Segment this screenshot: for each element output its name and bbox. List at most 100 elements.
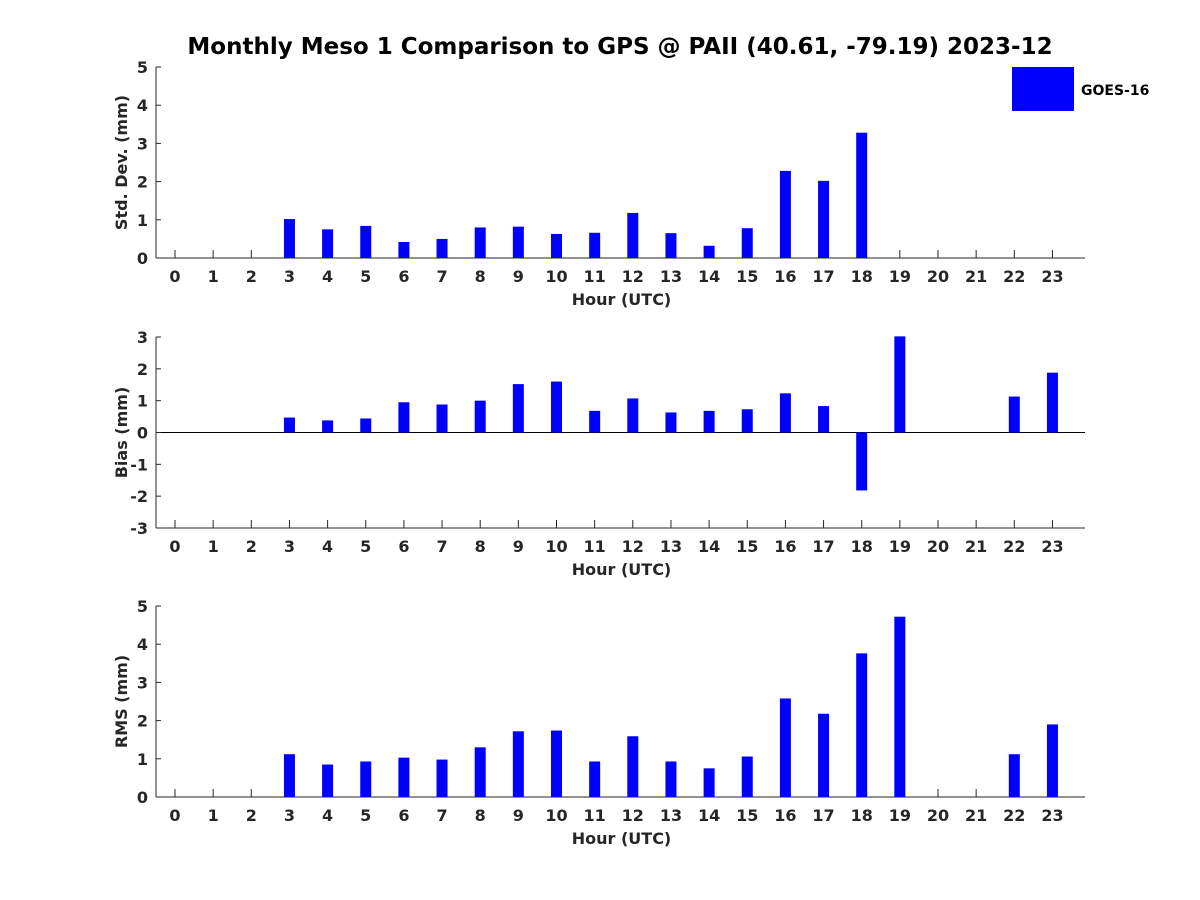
x-tick-label: 5 <box>360 806 371 825</box>
x-tick-label: 18 <box>851 267 873 286</box>
x-tick-label: 14 <box>698 537 720 556</box>
bar-hour-4 <box>322 229 334 258</box>
bar-hour-6 <box>398 402 410 433</box>
bar-hour-9 <box>512 226 524 258</box>
y-axis-label: Bias (mm) <box>112 387 131 479</box>
x-tick-label: 22 <box>1003 537 1025 556</box>
bar-hour-18 <box>856 132 868 258</box>
bar-hour-17 <box>818 713 830 797</box>
bar-hour-8 <box>474 400 486 433</box>
bar-hour-11 <box>589 410 601 433</box>
x-tick-label: 7 <box>436 806 447 825</box>
legend-label: GOES-16 <box>1081 83 1149 99</box>
bar-hour-10 <box>551 730 562 797</box>
x-tick-label: 1 <box>208 537 219 556</box>
bar-hour-16 <box>779 170 791 258</box>
x-tick-label: 11 <box>584 806 606 825</box>
x-tick-label: 9 <box>513 537 524 556</box>
x-tick-label: 3 <box>284 537 295 556</box>
x-tick-label: 16 <box>774 267 796 286</box>
bar-hour-10 <box>551 381 562 433</box>
bar-hour-15 <box>741 409 753 433</box>
bar-hour-18 <box>856 432 868 491</box>
x-tick-label: 11 <box>584 537 606 556</box>
legend: GOES-16 <box>1012 67 1149 111</box>
x-tick-label: 8 <box>475 267 486 286</box>
y-tick-label: -2 <box>130 487 148 506</box>
bar-hour-16 <box>779 393 791 433</box>
y-tick-label: 2 <box>137 360 148 379</box>
bar-hour-3 <box>283 219 295 258</box>
x-tick-label: 10 <box>545 806 567 825</box>
x-tick-label: 14 <box>698 267 720 286</box>
y-tick-label: -1 <box>130 455 148 474</box>
x-tick-label: 0 <box>169 267 180 286</box>
bar-hour-17 <box>818 406 830 433</box>
x-tick-label: 7 <box>436 267 447 286</box>
x-tick-label: 23 <box>1041 806 1063 825</box>
x-tick-label: 11 <box>584 267 606 286</box>
x-tick-label: 13 <box>660 806 682 825</box>
x-tick-label: 16 <box>774 537 796 556</box>
bar-hour-5 <box>360 418 372 433</box>
y-tick-label: 3 <box>137 328 148 347</box>
y-tick-label: 1 <box>137 750 148 769</box>
y-tick-label: 0 <box>137 788 148 807</box>
x-tick-label: 10 <box>545 537 567 556</box>
bar-hour-6 <box>398 241 410 258</box>
x-tick-label: 21 <box>965 537 987 556</box>
y-tick-label: 2 <box>137 173 148 192</box>
chart-title: Monthly Meso 1 Comparison to GPS @ PAII … <box>187 34 1052 60</box>
bar-hour-8 <box>474 747 486 797</box>
x-tick-label: 13 <box>660 267 682 286</box>
x-axis-label: Hour (UTC) <box>572 290 672 309</box>
bar-hour-18 <box>856 653 868 797</box>
y-tick-label: 4 <box>137 96 148 115</box>
bar-hour-4 <box>322 764 334 797</box>
bar-hour-16 <box>779 698 791 797</box>
x-tick-label: 12 <box>622 267 644 286</box>
x-tick-label: 17 <box>812 537 834 556</box>
y-tick-label: -3 <box>130 519 148 538</box>
bar-hour-11 <box>589 761 601 797</box>
y-tick-label: 3 <box>137 134 148 153</box>
y-axis-label: RMS (mm) <box>112 655 131 748</box>
x-tick-label: 4 <box>322 806 333 825</box>
y-axis-label: Std. Dev. (mm) <box>112 95 131 230</box>
x-tick-label: 23 <box>1041 267 1063 286</box>
bar-hour-23 <box>1046 372 1058 433</box>
x-tick-label: 3 <box>284 267 295 286</box>
bar-hour-14 <box>703 768 715 797</box>
bar-hour-9 <box>512 731 524 797</box>
x-tick-label: 2 <box>246 537 257 556</box>
bar-hour-4 <box>322 420 334 433</box>
x-tick-label: 5 <box>360 267 371 286</box>
bar-hour-12 <box>627 736 639 797</box>
x-tick-label: 22 <box>1003 806 1025 825</box>
x-tick-label: 16 <box>774 806 796 825</box>
bar-hour-5 <box>360 761 372 797</box>
bar-hour-8 <box>474 227 486 258</box>
y-tick-label: 1 <box>137 392 148 411</box>
x-tick-label: 1 <box>208 267 219 286</box>
x-tick-label: 4 <box>322 537 333 556</box>
x-tick-label: 21 <box>965 267 987 286</box>
bar-hour-3 <box>283 417 295 433</box>
bar-hour-19 <box>894 616 906 797</box>
bar-hour-12 <box>627 398 639 433</box>
x-tick-label: 22 <box>1003 267 1025 286</box>
x-tick-label: 20 <box>927 537 949 556</box>
legend-swatch <box>1012 67 1074 111</box>
x-tick-label: 0 <box>169 537 180 556</box>
x-tick-label: 19 <box>889 806 911 825</box>
bar-hour-7 <box>436 404 448 433</box>
x-tick-label: 8 <box>475 806 486 825</box>
y-tick-label: 5 <box>137 58 148 77</box>
y-tick-label: 5 <box>137 597 148 616</box>
bar-hour-15 <box>741 228 753 258</box>
bar-hour-3 <box>283 754 295 797</box>
x-tick-label: 15 <box>736 267 758 286</box>
